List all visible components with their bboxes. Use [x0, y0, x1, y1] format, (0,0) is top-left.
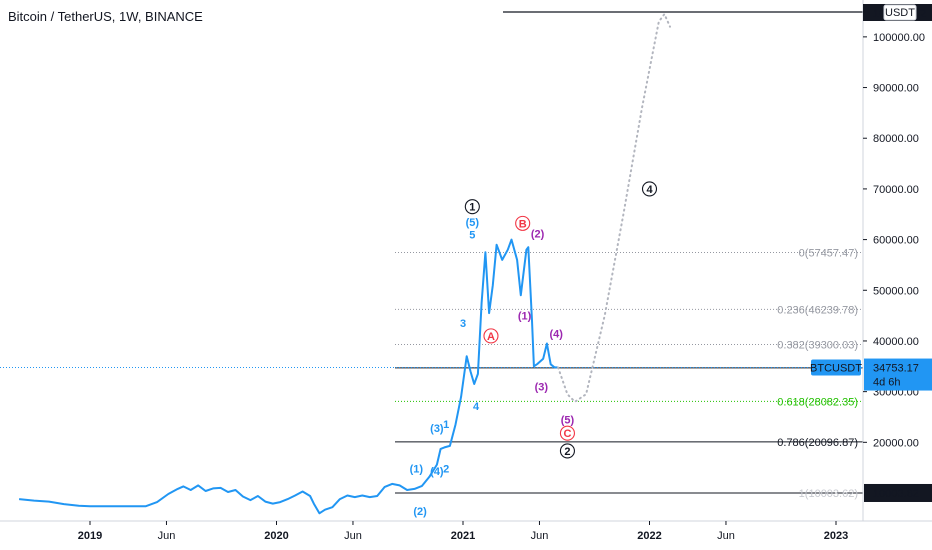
- wave-circle: [515, 215, 531, 231]
- wave-label: 1: [469, 202, 475, 214]
- last-price-value: 34753.17: [873, 363, 919, 375]
- time-axis-area[interactable]: [0, 521, 932, 550]
- wave-label: (1): [518, 311, 532, 323]
- wave-label: 2: [443, 464, 449, 476]
- wave-label: (5): [466, 217, 480, 229]
- wave-label: 2: [564, 446, 570, 458]
- wave-label: 4: [646, 184, 653, 196]
- fib-level-label: 0.786(20096.87): [777, 437, 858, 449]
- time-tick-label: 2021: [451, 530, 475, 542]
- symbol-badge-label: BTCUSDT: [810, 363, 862, 375]
- wave-circle: [559, 443, 575, 459]
- time-tick-label: Jun: [717, 530, 735, 542]
- projection-path: [557, 12, 671, 404]
- wave-label: (2): [413, 506, 427, 518]
- wave-label: (3): [430, 423, 444, 435]
- price-tick-label: 70000.00: [873, 184, 919, 196]
- time-tick-label: 2020: [264, 530, 288, 542]
- wave-label: (4): [550, 328, 564, 340]
- last-price-badge: [864, 358, 932, 391]
- unit-badge-label: USDT: [885, 7, 915, 19]
- wave-label: 3: [460, 318, 466, 330]
- wave-label: 1: [443, 419, 449, 431]
- fib-level-label: 0.618(28082.35): [777, 396, 858, 408]
- wave-circle: [464, 199, 480, 215]
- unit-badge[interactable]: [883, 4, 917, 21]
- wave-label: (3): [535, 382, 549, 394]
- top-price-label: 10: [873, 8, 885, 20]
- wave-label: B: [519, 218, 527, 230]
- price-tick-label: 20000.00: [873, 437, 919, 449]
- price-tick-label: 40000.00: [873, 336, 919, 348]
- fib-level-label: 0(57457.47): [799, 247, 858, 259]
- wave-label: (2): [531, 229, 545, 241]
- chart-title: Bitcoin / TetherUS, 1W, BINANCE: [8, 9, 203, 24]
- wave-label: (4): [430, 466, 444, 478]
- price-tick-label: 100000.00: [873, 32, 925, 44]
- wave-label: 5: [469, 230, 475, 242]
- time-tick-label: Jun: [344, 530, 362, 542]
- fib-level-label: 1(10003.62): [799, 488, 858, 500]
- countdown-label: 4d 6h: [873, 377, 901, 389]
- price-tick-label: 80000.00: [873, 133, 919, 145]
- price-tick-label: 90000.00: [873, 83, 919, 95]
- wave-circle: [641, 181, 658, 197]
- price-tick-label: 60000.00: [873, 235, 919, 247]
- wave-label: C: [563, 428, 571, 440]
- wave-label: (5): [561, 415, 575, 427]
- line-price-badge: [864, 483, 932, 502]
- top-price-label-suffix: 2: [920, 8, 926, 20]
- time-tick-label: Jun: [531, 530, 549, 542]
- wave-label: (1): [410, 464, 424, 476]
- price-axis-area[interactable]: [863, 0, 932, 550]
- time-tick-label: Jun: [158, 530, 176, 542]
- time-tick-label: 2023: [824, 530, 848, 542]
- wave-label: A: [487, 331, 495, 343]
- fib-level-label: 0.236(46239.78): [777, 304, 858, 316]
- price-tick-label: 50000.00: [873, 285, 919, 297]
- fib-level-label: 0.382(39300.03): [777, 340, 858, 352]
- line-price-label: 10003.62: [873, 488, 919, 500]
- wave-circle: [559, 425, 575, 441]
- price-series-line: [19, 238, 559, 515]
- time-tick-label: 2022: [637, 530, 661, 542]
- time-tick-label: 2019: [78, 530, 102, 542]
- wave-circle: [483, 328, 499, 344]
- wave-label: 4: [473, 401, 480, 413]
- symbol-badge: [811, 359, 861, 376]
